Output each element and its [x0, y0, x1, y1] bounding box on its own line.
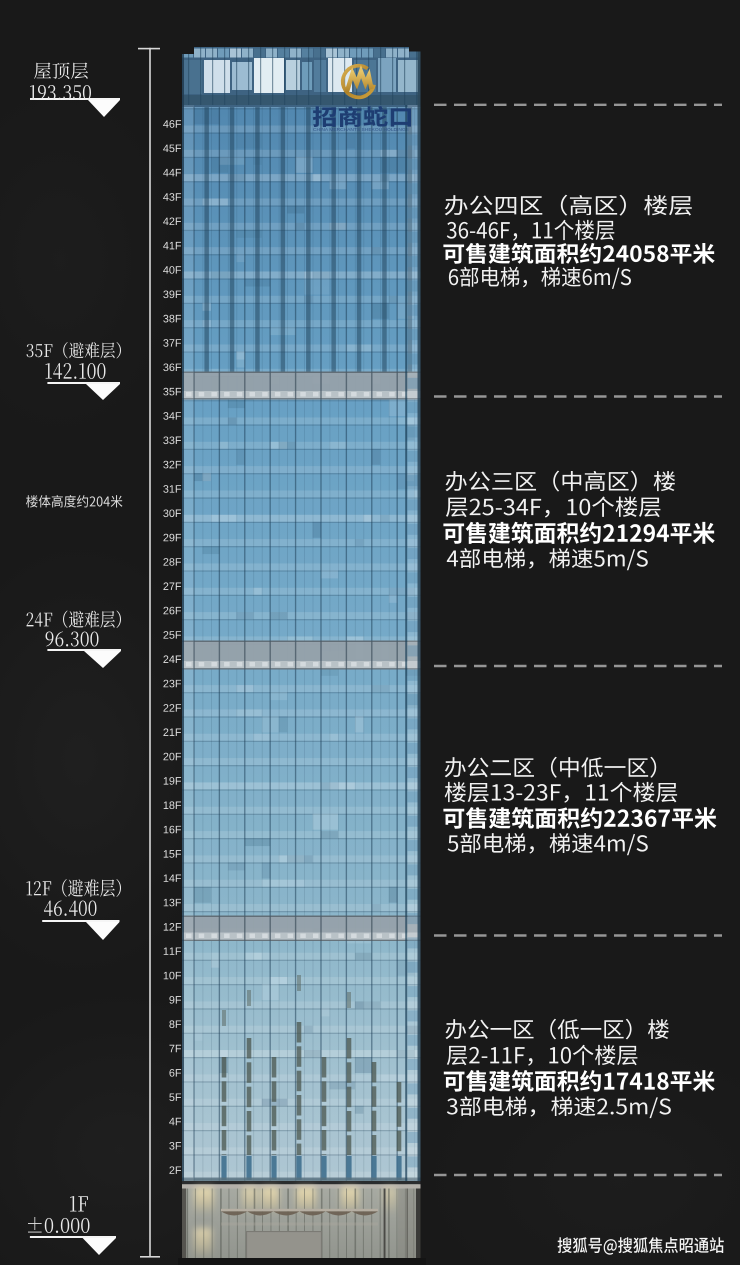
svg-text:CHINA MERCHANTS SHEKOU HOLDING: CHINA MERCHANTS SHEKOU HOLDINGS — [313, 127, 409, 132]
